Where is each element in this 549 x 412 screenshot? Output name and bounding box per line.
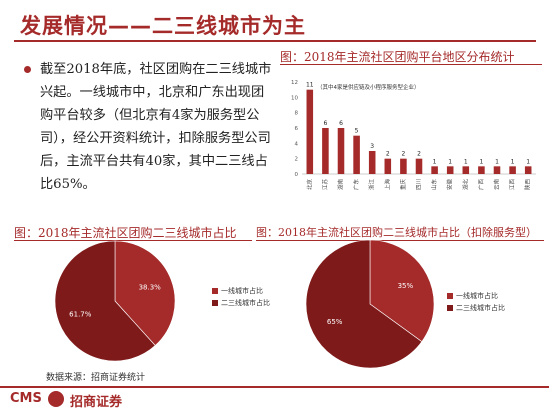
bar-value-label: 2 [401, 151, 405, 158]
bar-mark [524, 166, 532, 174]
bar-chart-note: （其中4家是供应链及小程序服务型企业） [317, 83, 420, 91]
bar-mark [478, 166, 485, 174]
bar-mark [306, 89, 314, 174]
pie-value-label: 65% [327, 318, 343, 326]
bar-y-tick-label: 0 [295, 172, 299, 178]
bar-value-label: 1 [526, 158, 530, 165]
data-source: 数据来源：招商证券统计 [46, 373, 146, 383]
bar-mark [400, 158, 407, 174]
bar-mark [493, 166, 501, 174]
pie2-caption-line [256, 240, 544, 241]
bar-y-tick-label: 8 [295, 111, 299, 117]
pie1-caption: 图：2018年主流社区团购二三线城市占比 [14, 226, 237, 240]
bar-mark [368, 151, 376, 174]
bar-category-label: 四川 [416, 179, 423, 190]
pie2-legend-item-1: 一线城市占比 [447, 290, 505, 302]
bar-mark [353, 135, 360, 174]
bar-y-tick-label: 6 [295, 126, 299, 132]
bar-category-label: 湖南 [337, 179, 345, 191]
pie-slice [54, 240, 156, 362]
bar-value-label: 6 [339, 120, 343, 127]
bar-category-label: 浙江 [368, 179, 376, 191]
pie-slice [305, 239, 423, 369]
bullet-icon [24, 66, 31, 73]
bar-value-label: 5 [355, 128, 359, 135]
pie-value-label: 38.3% [139, 284, 162, 292]
pie1-caption-line [14, 240, 252, 241]
bar-chart-caption: 图：2018年主流社区团购平台地区分布统计 [280, 50, 515, 64]
bar-category-label: 江西 [509, 179, 516, 191]
bar-mark [384, 158, 392, 174]
pie1-legend-label-2: 二三线城市占比 [221, 299, 270, 307]
footer-brand: 招商证券 [70, 395, 123, 410]
bar-y-tick-label: 2 [295, 157, 299, 163]
bar-category-label: 湖北 [461, 179, 469, 191]
pie2-caption: 图：2018年主流社区团购二三线城市占比（扣除服务型） [256, 226, 537, 239]
bar-value-label: 1 [448, 158, 452, 165]
bar-category-label: 广东 [352, 179, 360, 191]
bar-mark [431, 166, 438, 174]
bar-mark [337, 128, 345, 174]
bar-mark [446, 166, 454, 174]
footer-divider [0, 386, 549, 388]
bar-y-tick-label: 12 [291, 80, 298, 86]
pie1-legend-label-1: 一线城市占比 [221, 287, 263, 295]
bar-category-label: 北京 [305, 179, 313, 191]
bullet-block: 截至2018年底，社区团购在二三线城市兴起。一线城市中，北京和广东出现团购平台较… [24, 58, 276, 196]
slide-title: 发展情况——二三线城市为主 [20, 14, 306, 38]
bar-value-label: 6 [323, 120, 327, 127]
bar-value-label: 1 [479, 158, 483, 165]
pie1-legend: 一线城市占比 二三线城市占比 [212, 285, 270, 309]
bar-value-label: 1 [433, 158, 437, 165]
bar-category-label: 广西 [477, 179, 485, 191]
title-divider [14, 40, 536, 42]
bar-caption-line [280, 64, 542, 65]
bar-category-label: 陕西 [524, 179, 532, 191]
bar-category-label: 安徽 [446, 179, 454, 191]
bar-value-label: 1 [464, 158, 468, 165]
pie-chart-1: 38.3% 61.7% [54, 240, 176, 362]
bar-value-label: 2 [386, 151, 390, 158]
bar-mark [415, 158, 423, 174]
pie1-legend-item-2: 二三线城市占比 [212, 297, 270, 309]
bullet-text: 截至2018年底，社区团购在二三线城市兴起。一线城市中，北京和广东出现团购平台较… [40, 62, 272, 192]
bar-value-label: 1 [495, 158, 499, 165]
pie2-legend-label-2: 二三线城市占比 [456, 304, 505, 312]
pie2-legend-item-2: 二三线城市占比 [447, 302, 505, 314]
bar-category-label: 重庆 [399, 179, 407, 191]
bar-mark [509, 166, 516, 174]
bar-y-tick-label: 10 [291, 95, 298, 101]
bar-category-label: 山东 [430, 179, 438, 191]
bar-value-label: 1 [511, 158, 515, 165]
bar-value-label: 3 [370, 143, 374, 150]
pie-value-label: 35% [398, 282, 414, 290]
bar-y-tick-label: 4 [295, 141, 299, 147]
bar-mark [322, 128, 329, 174]
pie-value-label: 61.7% [69, 310, 92, 318]
footer-cms-logo: CMS [10, 391, 42, 406]
bar-mark [462, 166, 470, 174]
bar-category-label: 云南 [493, 179, 501, 191]
pie1-legend-item-1: 一线城市占比 [212, 285, 270, 297]
pie2-legend-label-1: 一线城市占比 [456, 292, 498, 300]
bar-value-label: 2 [417, 151, 421, 158]
pie-slice [114, 240, 176, 346]
pie2-legend: 一线城市占比 二三线城市占比 [447, 290, 505, 314]
pie-slice [369, 239, 435, 343]
brand-logo-icon [48, 391, 64, 407]
bar-category-label: 上海 [383, 179, 391, 191]
bar-value-label: 11 [306, 82, 314, 89]
pie-chart-2: 35% 65% [305, 239, 435, 369]
bar-category-label: 江苏 [321, 179, 329, 191]
